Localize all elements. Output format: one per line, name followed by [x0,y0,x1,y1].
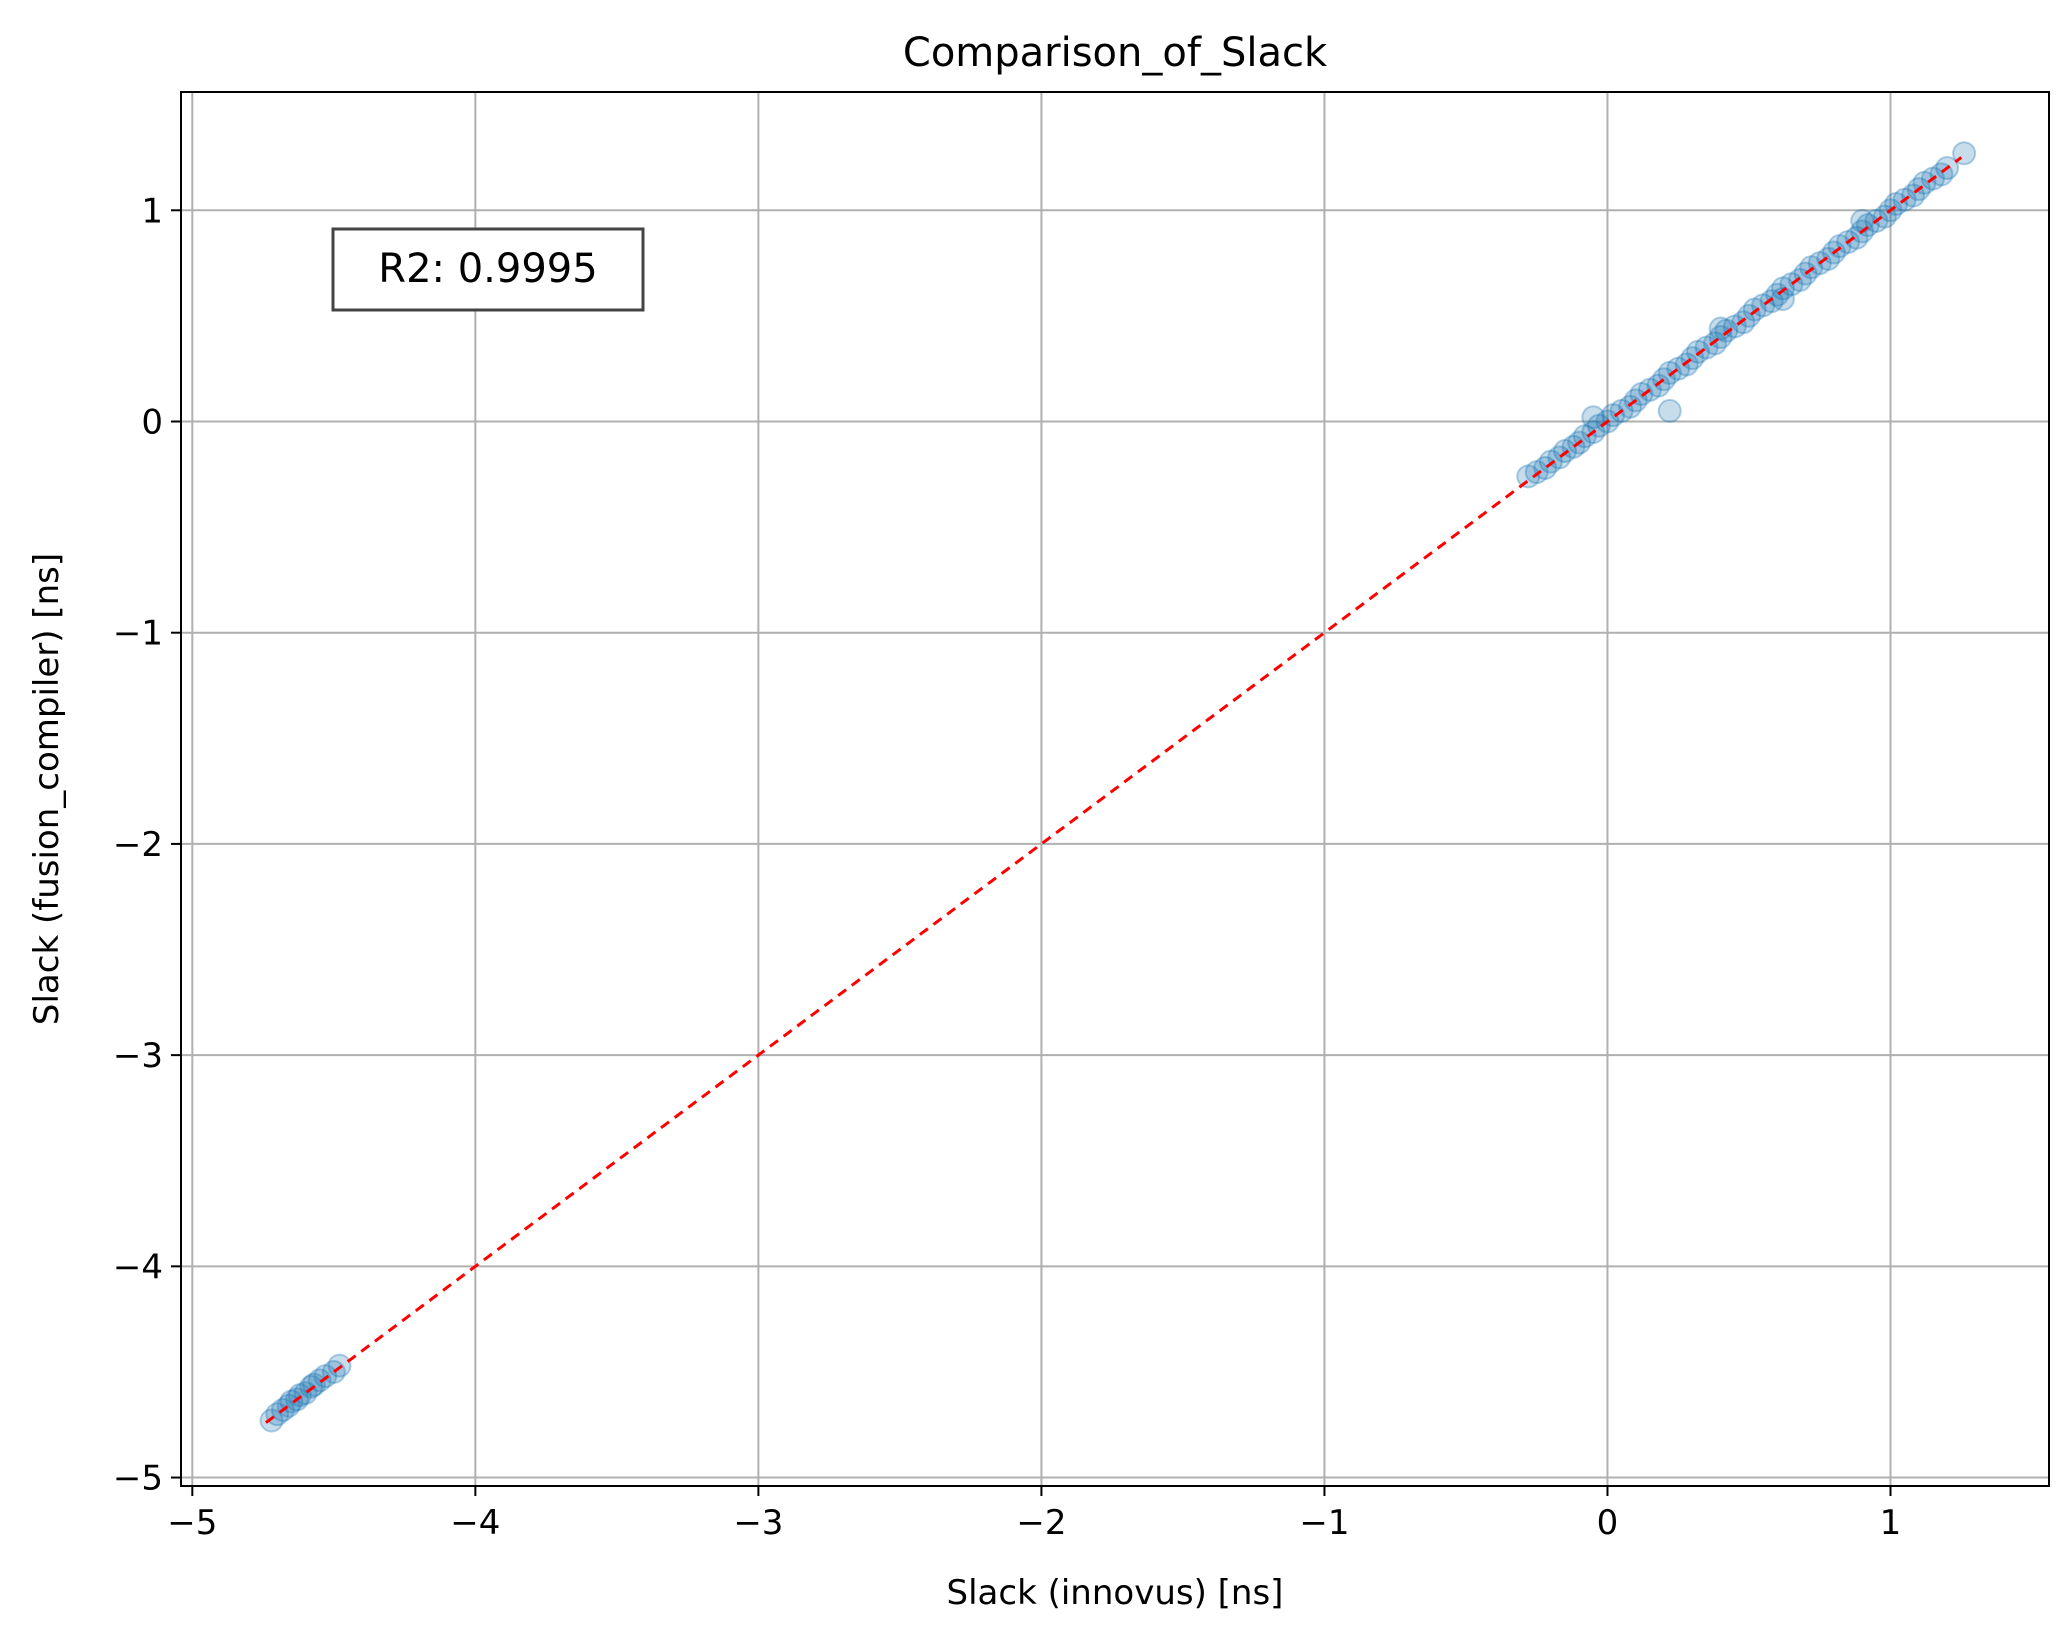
scatter-point [1742,297,1767,322]
scatter-point [1770,276,1795,301]
x-tick-label: −4 [450,1503,500,1543]
scatter-point [327,1353,352,1378]
plot-frame [180,91,2050,1487]
scatter-point [1657,360,1682,385]
scatter-point [259,1408,284,1433]
x-tick-label: −3 [733,1503,783,1543]
y-tick-label: −2 [113,825,163,865]
scatter-point [1524,460,1549,485]
y-tick-label: −1 [113,614,163,654]
x-tick-label: −2 [1016,1503,1066,1543]
x-tick-label: 1 [1880,1503,1902,1543]
scatter-point [1731,310,1756,335]
scatter-point [1787,267,1812,292]
r2-annotation-box: R2: 0.9995 [331,227,645,312]
y-axis-ticks: −5 −4 −3 −2 −1 0 1 [113,191,181,1499]
scatter-point [1657,398,1682,423]
y-tick-label: 1 [141,191,163,231]
y-tick-label: −5 [113,1459,163,1499]
x-axis-ticks: −5 −4 −3 −2 −1 0 1 [167,1486,1901,1543]
scatter-point [1674,352,1699,377]
scatter-point [1516,464,1541,489]
x-axis-label: Slack (innovus) [ns] [947,1573,1284,1613]
scatter-point [1686,339,1711,364]
x-tick-label: −1 [1299,1503,1349,1543]
scatter-point [1708,316,1733,341]
y-tick-label: −3 [113,1036,163,1076]
chart-title: Comparison_of_Slack [903,30,1328,76]
y-axis-label: Slack (fusion_compiler) [ns] [27,553,67,1025]
scatter-point [1714,318,1739,343]
scatter-point [1850,208,1875,233]
y-tick-label: 0 [141,402,163,442]
x-tick-label: 0 [1597,1503,1619,1543]
scatter-point [1759,289,1784,314]
r2-annotation: R2: 0.9995 [378,246,597,292]
scatter-point [299,1374,324,1399]
scatter-point [313,1364,338,1389]
x-tick-label: −5 [167,1503,217,1543]
grid [181,92,2049,1486]
reference-line [265,156,1963,1424]
y-tick-label: −4 [113,1247,163,1287]
scatter-point [1553,439,1578,464]
scatter-point [1581,405,1606,430]
scatter-point [1703,331,1728,356]
scatter-point [1538,449,1563,474]
reference-line-segment [265,156,1963,1424]
